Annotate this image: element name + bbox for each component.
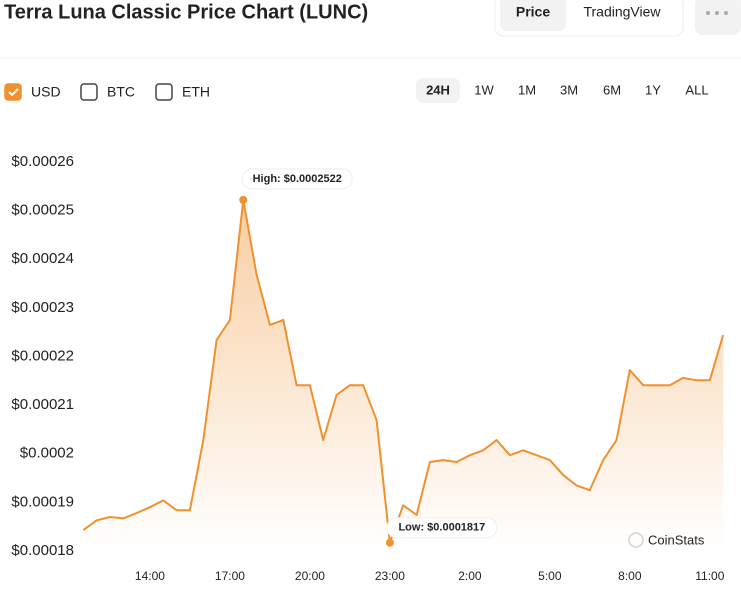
annotation-dot bbox=[239, 195, 248, 204]
tab[interactable]: TradingView bbox=[583, 4, 661, 20]
range-button[interactable]: ALL bbox=[685, 82, 708, 97]
x-tick-label: 2:00 bbox=[458, 569, 482, 583]
annotation-box bbox=[241, 168, 353, 190]
title: Terra Luna Classic Price Chart (LUNC) bbox=[4, 1, 368, 23]
annotation-dot bbox=[385, 538, 394, 547]
y-tick-label: $0.00018 bbox=[11, 542, 74, 559]
currency-label[interactable]: USD bbox=[31, 84, 61, 100]
range-button[interactable]: 3M bbox=[560, 82, 578, 97]
x-tick-label: 20:00 bbox=[295, 569, 325, 583]
range-button[interactable]: 1M bbox=[518, 82, 536, 97]
tab-active-bg bbox=[500, 0, 566, 31]
tab[interactable]: Price bbox=[516, 4, 550, 20]
x-tick-label: 11:00 bbox=[695, 569, 724, 583]
price-line bbox=[82, 198, 725, 544]
range-button[interactable]: 1Y bbox=[645, 82, 661, 97]
y-tick-label: $0.00024 bbox=[11, 250, 74, 267]
x-tick-label: 17:00 bbox=[215, 569, 245, 583]
more-button[interactable] bbox=[695, 0, 741, 35]
y-tick-label: $0.00026 bbox=[11, 153, 74, 170]
y-tick-label: $0.00021 bbox=[11, 396, 74, 413]
checkbox[interactable] bbox=[4, 83, 22, 101]
checkbox[interactable] bbox=[80, 83, 98, 101]
x-tick-label: 5:00 bbox=[538, 569, 562, 583]
y-tick-label: $0.0002 bbox=[20, 445, 74, 462]
range-button[interactable]: 24H bbox=[426, 82, 450, 97]
x-tick-label: 23:00 bbox=[375, 569, 405, 583]
y-tick-label: $0.00022 bbox=[11, 347, 74, 364]
annotation-label: High: $0.0002522 bbox=[253, 173, 342, 185]
area bbox=[83, 199, 724, 551]
check-mark bbox=[8, 88, 19, 97]
currency-label[interactable]: BTC bbox=[107, 84, 135, 100]
y-tick-label: $0.00019 bbox=[11, 493, 74, 510]
x-tick-label: 8:00 bbox=[618, 569, 642, 583]
more-dots bbox=[706, 11, 728, 15]
x-tick-label: 14:00 bbox=[135, 569, 165, 583]
range-button[interactable]: 1W bbox=[474, 82, 494, 97]
range-active-bg bbox=[416, 78, 460, 103]
y-tick-label: $0.00023 bbox=[11, 299, 74, 316]
currency-label[interactable]: ETH bbox=[182, 84, 210, 100]
checkbox[interactable] bbox=[155, 83, 173, 101]
range-button[interactable]: 6M bbox=[603, 82, 621, 97]
annotation-box bbox=[386, 517, 498, 539]
y-tick-label: $0.00025 bbox=[11, 202, 74, 219]
annotation-label: Low: $0.0001817 bbox=[398, 522, 485, 534]
